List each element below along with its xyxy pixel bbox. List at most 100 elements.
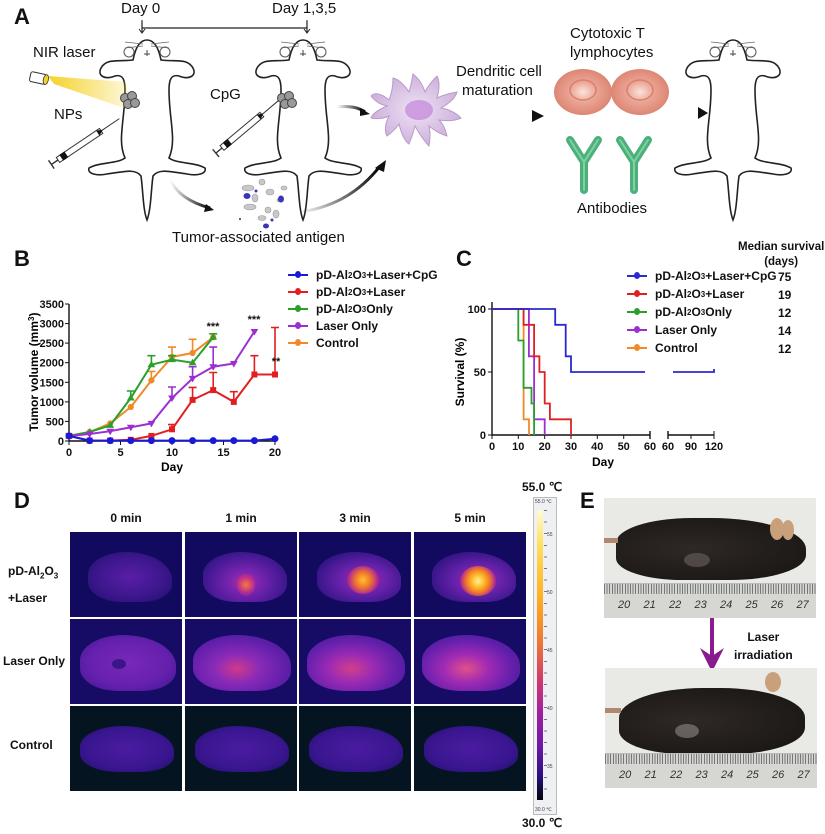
mouse-day135-icon — [243, 39, 363, 221]
legend-swatch — [627, 290, 647, 297]
svg-text:2000: 2000 — [40, 358, 64, 370]
thermal-image — [414, 532, 526, 617]
svg-text:15: 15 — [217, 447, 229, 459]
thermal-image — [414, 619, 526, 704]
svg-text:0: 0 — [66, 447, 72, 459]
colorbar: 55 50 45 40 35 55.0 ℃ 30.0 ℃ — [533, 497, 557, 815]
svg-text:20: 20 — [539, 441, 551, 453]
tumor-antigen-label: Tumor-associated antigen — [172, 229, 345, 246]
row-label-control: Control — [10, 738, 53, 752]
legend-swatch — [288, 305, 308, 312]
y-axis-ticks: 0 500 1000 1500 2000 2500 3000 3500 — [40, 299, 69, 448]
svg-text:0: 0 — [480, 430, 486, 442]
panel-d-label: D — [14, 488, 30, 513]
panel-a-label: A — [14, 4, 30, 29]
y-axis-ticks: 100 50 0 — [468, 304, 492, 442]
svg-text:20: 20 — [269, 447, 281, 459]
legend-swatch — [288, 339, 308, 346]
svg-text:**: ** — [272, 356, 281, 368]
row-label-pd-al2o3-laser: pD-Al2O3 +Laser — [8, 564, 59, 606]
legend-swatch — [288, 322, 308, 329]
series-pd-al2o3-laser — [492, 308, 572, 435]
panel-c-label: C — [456, 246, 472, 271]
dc-maturation-label: Dendritic cell maturation — [456, 62, 542, 100]
svg-text:120: 120 — [705, 441, 723, 453]
day0-label: Day 0 — [121, 0, 161, 17]
svg-text:0: 0 — [489, 441, 495, 453]
legend-item: Laser Only — [288, 319, 378, 333]
colorbar-ticks — [544, 510, 547, 800]
x-axis-label: Day — [592, 455, 614, 469]
panel-e-label: E — [580, 488, 595, 513]
mouse-photo-after: 20 21 22 23 24 25 26 27 — [605, 668, 817, 788]
nps-syringe-icon — [47, 113, 123, 170]
svg-text:3000: 3000 — [40, 319, 64, 331]
svg-text:***: *** — [207, 321, 221, 333]
svg-text:***: *** — [248, 314, 262, 326]
thermal-image — [185, 706, 297, 791]
legend-item: pD-Al 2 O 3 +Laser+CpG — [288, 268, 438, 282]
laser-irradiation-label: Laser irradiation — [734, 630, 793, 662]
laser-beam — [48, 76, 130, 110]
svg-text:3500: 3500 — [40, 299, 64, 311]
svg-text:30: 30 — [565, 441, 577, 453]
mouse-photo-before: 20 21 22 23 24 25 26 27 — [604, 498, 816, 618]
series-pd-al2o3-laser — [66, 326, 279, 444]
laser-irradiation-arrow-icon — [700, 618, 724, 672]
series-pd-al2o3-only — [492, 308, 535, 435]
svg-text:10: 10 — [512, 441, 524, 453]
time-label-2: 3 min — [339, 511, 371, 525]
mouse-day0-icon — [87, 39, 207, 221]
ctl-line1: Cytotoxic T — [570, 25, 645, 42]
legend-swatch — [288, 288, 308, 295]
tumor-volume-chart: 0 500 1000 1500 2000 2500 3000 3500 0 5 … — [27, 299, 282, 474]
nps-label: NPs — [54, 106, 83, 123]
mouse-cured-icon — [673, 39, 793, 221]
svg-text:10: 10 — [166, 447, 178, 459]
y-axis-label: Survival (%) — [453, 338, 467, 407]
arrow-to-antigen — [168, 179, 211, 210]
legend-item: pD-Al 2 O 3 +Laser — [288, 285, 405, 299]
series-pd-al2o3-only — [65, 333, 218, 439]
dc-maturation-line2: maturation — [462, 82, 533, 99]
svg-text:90: 90 — [685, 441, 697, 453]
antibody-icon-2 — [620, 140, 648, 190]
colorbar-gradient — [537, 510, 543, 800]
thermal-image — [185, 619, 297, 704]
antibodies-label: Antibodies — [577, 200, 648, 217]
panel-b-label: B — [14, 246, 30, 271]
survival-chart: 100 50 0 0 10 20 30 40 50 60 60 90 120 D… — [453, 302, 723, 469]
legend-item: Control — [288, 336, 359, 350]
time-label-3: 5 min — [454, 511, 486, 525]
t-lymphocytes-icon — [554, 69, 669, 115]
thermal-image — [299, 706, 411, 791]
x-axis-ticks: 0 10 20 30 40 50 60 60 90 120 — [489, 431, 723, 453]
arrow-antigen-to-dc — [299, 165, 382, 214]
colorbar-inner-max: 55.0 ℃ — [535, 499, 552, 505]
thermal-image — [70, 619, 182, 704]
svg-text:50: 50 — [618, 441, 630, 453]
legend-item: Control — [627, 341, 698, 355]
thermal-image — [299, 532, 411, 617]
dendritic-cell-icon — [370, 73, 462, 148]
cpg-syringe-icon — [211, 95, 283, 158]
cpg-label: CpG — [210, 86, 241, 103]
svg-text:40: 40 — [591, 441, 603, 453]
thermal-image — [414, 706, 526, 791]
median-values: 75 19 12 14 12 — [778, 270, 792, 356]
legend-item: pD-Al 2 O 3 +Laser — [627, 287, 744, 301]
colorbar-max-label: 55.0 ℃ — [522, 480, 563, 494]
legend-swatch — [627, 326, 647, 333]
colorbar-inner-min: 30.0 ℃ — [535, 807, 552, 813]
mouse-ear — [765, 672, 781, 692]
mouse-ear — [770, 518, 784, 540]
legend-swatch — [288, 271, 308, 278]
legend-item: pD-Al 2 O 3 +Laser+CpG — [627, 269, 777, 283]
ruler: 20 21 22 23 24 25 26 27 — [604, 583, 816, 618]
x-axis-label: Day — [161, 460, 183, 474]
svg-text:2500: 2500 — [40, 338, 64, 350]
tumor-antigen-icon — [239, 178, 288, 229]
svg-text:5: 5 — [117, 447, 123, 459]
row-label-laser-only: Laser Only — [3, 654, 66, 668]
legend-swatch — [627, 272, 647, 279]
